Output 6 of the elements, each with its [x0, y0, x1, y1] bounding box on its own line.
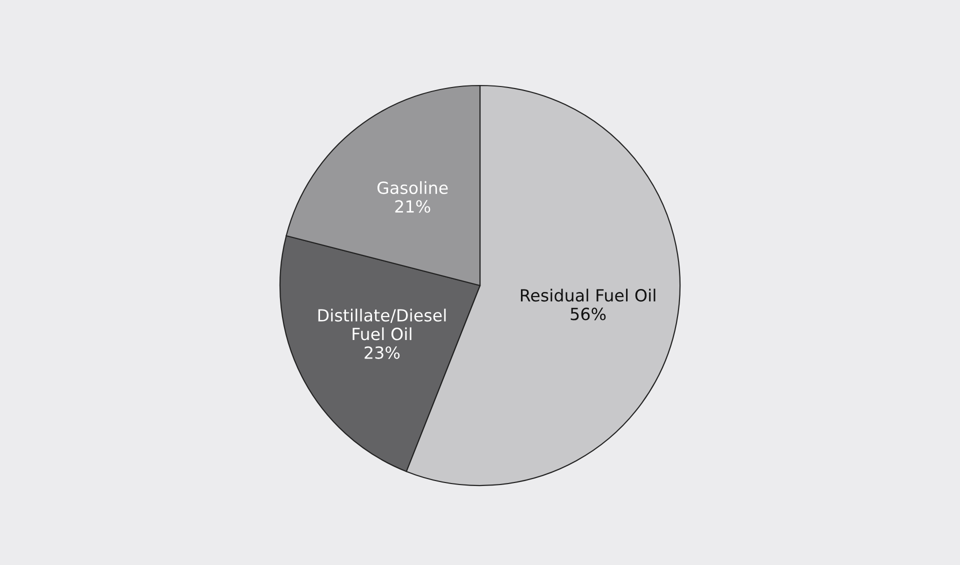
slice-label: Gasoline: [377, 181, 448, 194]
slice-label: Residual Fuel Oil: [520, 288, 656, 302]
slice-label: Distillate/Diesel Fuel Oil: [318, 308, 446, 340]
data-label: 21%: [395, 200, 430, 213]
data-label: 56%: [570, 308, 606, 320]
data-label: 23%: [364, 346, 400, 359]
